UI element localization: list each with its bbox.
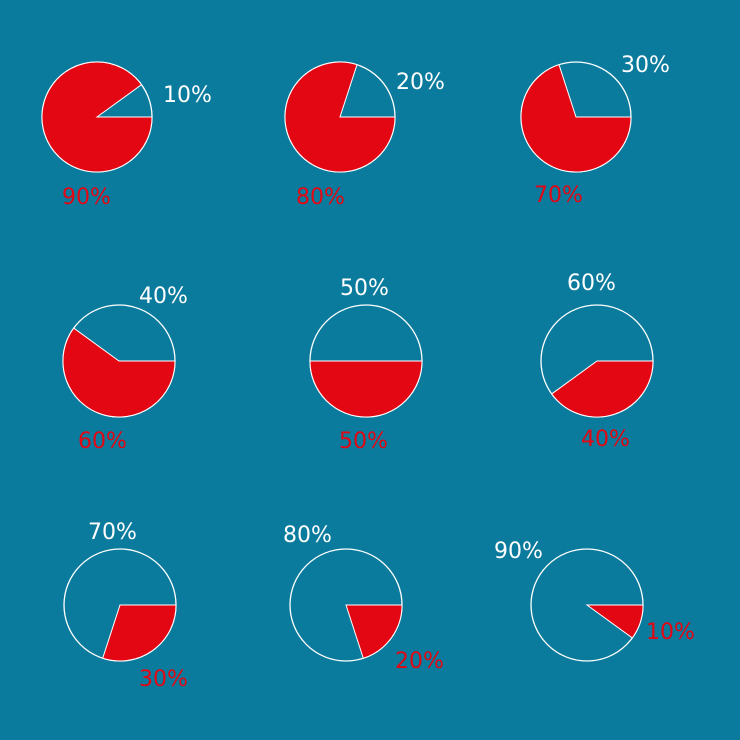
pie-filled-slice [309, 360, 423, 418]
filled-percent-label: 60% [78, 429, 127, 454]
filled-percent-label: 90% [62, 185, 111, 210]
empty-percent-label: 50% [340, 276, 389, 301]
filled-percent-label: 10% [646, 620, 695, 645]
pie-filled-slice [520, 64, 632, 173]
filled-percent-label: 80% [296, 185, 345, 210]
pie-chart-4: 40% 60% [62, 284, 188, 454]
pie-filled-slice [102, 604, 177, 662]
filled-percent-label: 30% [139, 667, 188, 692]
filled-percent-label: 40% [581, 427, 630, 452]
pie-chart-1: 10% 90% [41, 61, 212, 210]
pie-chart-6: 60% 40% [540, 271, 654, 452]
pie-chart-2: 20% 80% [284, 61, 445, 210]
pie-filled-slice [585, 604, 644, 639]
pie-filled-slice [62, 327, 176, 418]
empty-percent-label: 90% [494, 539, 543, 564]
empty-percent-label: 10% [163, 83, 212, 108]
empty-percent-label: 80% [283, 523, 332, 548]
pie-chart-7: 70% 30% [63, 520, 188, 692]
empty-percent-label: 70% [88, 520, 137, 545]
pie-chart-5: 50% 50% [309, 276, 423, 454]
filled-percent-label: 70% [534, 183, 583, 208]
pie-filled-slice [41, 61, 153, 173]
empty-percent-label: 40% [139, 284, 188, 309]
pie-filled-slice [345, 604, 403, 659]
pie-chart-8: 80% 20% [283, 523, 444, 674]
pie-chart-3: 30% 70% [520, 53, 670, 208]
filled-percent-label: 20% [395, 649, 444, 674]
filled-percent-label: 50% [339, 429, 388, 454]
empty-percent-label: 30% [621, 53, 670, 78]
empty-percent-label: 20% [396, 70, 445, 95]
pie-chart-9: 90% 10% [494, 539, 695, 662]
pie-filled-slice [284, 61, 396, 173]
empty-percent-label: 60% [567, 271, 616, 296]
pie-filled-slice [551, 360, 654, 418]
